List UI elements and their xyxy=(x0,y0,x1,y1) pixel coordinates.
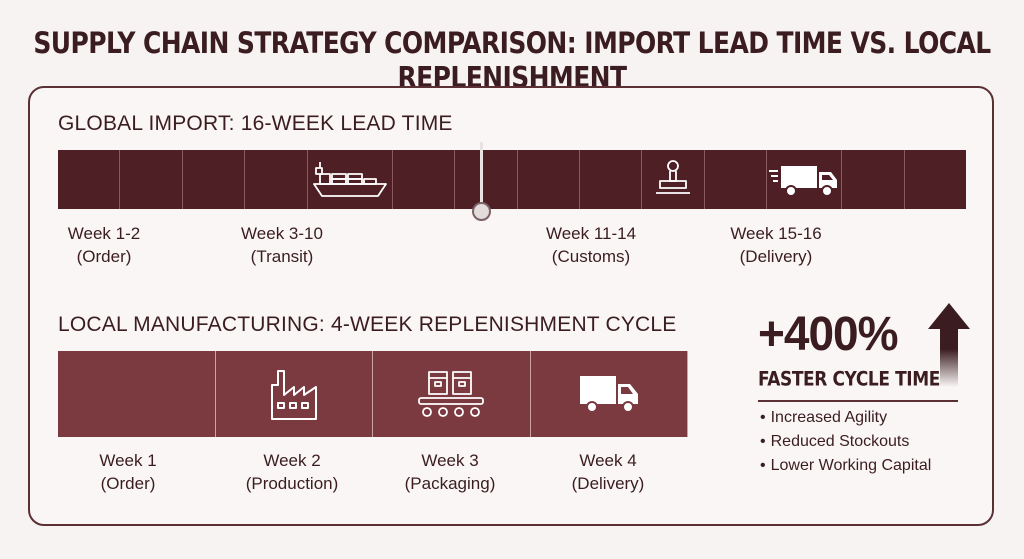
timeline-segment xyxy=(580,150,643,209)
timeline-segment xyxy=(642,150,705,209)
factory-icon xyxy=(270,370,317,420)
divider xyxy=(758,400,958,402)
stage-weeks: Week 3-10 xyxy=(241,224,323,243)
stage-weeks: Week 2 xyxy=(263,451,321,470)
timeline-segment xyxy=(842,150,905,209)
local-stage-delivery: Week 4 (Delivery) xyxy=(538,449,678,495)
timeline-segment xyxy=(393,150,456,209)
local-stage-packaging: Week 3 (Packaging) xyxy=(380,449,520,495)
timeline-segment xyxy=(58,150,121,209)
local-manufacturing-heading: LOCAL MANUFACTURING: 4-WEEK REPLENISHMEN… xyxy=(58,313,677,336)
global-stage-customs: Week 11-14 (Customs) xyxy=(521,222,661,268)
timeline-segment xyxy=(373,351,531,437)
timeline-marker-dot xyxy=(472,202,491,221)
global-stage-delivery: Week 15-16 (Delivery) xyxy=(706,222,846,268)
delivery-truck-icon xyxy=(579,376,638,413)
benefit-item: Increased Agility xyxy=(760,406,931,430)
stage-name: (Order) xyxy=(76,247,132,266)
stage-name: (Delivery) xyxy=(571,474,645,493)
stage-name: (Order) xyxy=(100,474,156,493)
stage-weeks: Week 4 xyxy=(579,451,637,470)
stage-name: (Customs) xyxy=(551,247,631,266)
faster-cycle-time-label: FASTER CYCLE TIME xyxy=(758,368,940,391)
stage-weeks: Week 11-14 xyxy=(545,224,637,243)
global-stage-order: Week 1-2 (Order) xyxy=(34,222,174,268)
benefit-item: Lower Working Capital xyxy=(760,454,932,478)
benefits-list: Increased Agility Reduced Stockouts Lowe… xyxy=(760,406,932,478)
stage-name: (Production) xyxy=(245,474,339,493)
conveyor-boxes-icon xyxy=(418,371,485,417)
timeline-segment xyxy=(120,150,183,209)
stage-weeks: Week 15-16 xyxy=(730,224,822,243)
benefit-item: Reduced Stockouts xyxy=(760,430,931,454)
stage-name: (Delivery) xyxy=(739,247,813,266)
local-stage-order: Week 1 (Order) xyxy=(58,449,198,495)
timeline-segment xyxy=(531,351,688,437)
global-import-heading: GLOBAL IMPORT: 16-WEEK LEAD TIME xyxy=(58,112,453,135)
delivery-truck-icon xyxy=(769,165,838,197)
stage-weeks: Week 3 xyxy=(421,451,479,470)
timeline-segment xyxy=(308,150,393,209)
up-arrow-icon xyxy=(928,303,970,387)
stage-weeks: Week 1-2 xyxy=(67,224,141,243)
local-manufacturing-timeline-bar xyxy=(58,351,688,437)
timeline-segment xyxy=(216,351,373,437)
timeline-segment xyxy=(905,150,966,209)
timeline-marker-line xyxy=(480,142,483,208)
local-stage-production: Week 2 (Production) xyxy=(222,449,362,495)
timeline-segment xyxy=(183,150,246,209)
timeline-segment xyxy=(58,351,216,437)
global-stage-transit: Week 3-10 (Transit) xyxy=(212,222,352,268)
cycle-time-improvement-value: +400% xyxy=(758,305,899,361)
stage-name: (Transit) xyxy=(250,247,314,266)
timeline-segment xyxy=(767,150,843,209)
customs-stamp-icon xyxy=(656,159,691,194)
stage-weeks: Week 1 xyxy=(99,451,157,470)
page-title: SUPPLY CHAIN STRATEGY COMPARISON: IMPORT… xyxy=(33,26,991,95)
timeline-segment xyxy=(455,150,518,209)
timeline-segment xyxy=(705,150,768,209)
global-import-timeline-bar xyxy=(58,150,966,209)
cargo-ship-icon xyxy=(312,161,387,197)
timeline-segment xyxy=(245,150,308,209)
stage-name: (Packaging) xyxy=(404,474,496,493)
timeline-segment xyxy=(518,150,580,209)
